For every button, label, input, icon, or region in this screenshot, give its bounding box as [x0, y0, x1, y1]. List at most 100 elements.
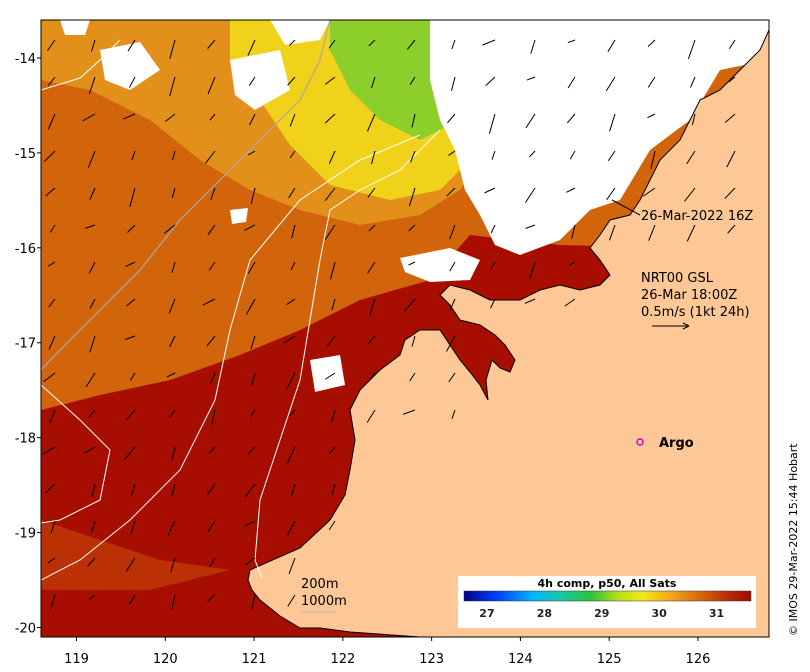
current-scale-arrow [652, 322, 690, 330]
colorbar-tick-label: 27 [479, 607, 494, 620]
current-vector [88, 594, 96, 600]
current-vector [251, 372, 256, 387]
current-vector [449, 261, 456, 272]
current-vector [410, 150, 416, 163]
current-vector [171, 446, 176, 460]
current-vector [369, 298, 376, 316]
current-vector [245, 298, 256, 315]
current-vector [331, 409, 336, 423]
current-vector [490, 224, 496, 234]
current-vector [124, 446, 136, 460]
timestamp-leader-line [611, 199, 641, 216]
current-vector [250, 409, 256, 418]
current-vector [82, 113, 96, 122]
current-vector [366, 409, 376, 423]
current-vector [170, 557, 176, 573]
current-vector [408, 224, 416, 232]
current-vector [288, 557, 296, 575]
current-vector [207, 594, 216, 602]
current-vector [525, 187, 536, 203]
current-vector [130, 520, 136, 535]
current-vector [207, 76, 216, 95]
current-vector [328, 39, 336, 49]
current-vector [208, 261, 216, 271]
colorbar-tick-label: 31 [709, 607, 724, 620]
current-vector [286, 298, 296, 305]
current-vector [129, 372, 136, 381]
current-vector [367, 335, 376, 345]
current-vector [488, 113, 496, 134]
colorbar-tick-label: 28 [537, 607, 552, 620]
contour-extra-line [41, 384, 111, 524]
current-vector [449, 298, 456, 311]
current-vector [171, 187, 176, 198]
lat-tick-label: -15 [15, 147, 36, 162]
current-vector [726, 150, 736, 168]
current-vector [724, 187, 736, 199]
current-vector [44, 150, 56, 162]
current-vector [329, 261, 336, 280]
current-vector [89, 298, 96, 309]
current-vector [650, 150, 656, 169]
current-vector [171, 150, 176, 161]
current-vector [403, 298, 416, 312]
lat-tick-label: -18 [15, 432, 36, 447]
current-vector [369, 372, 376, 380]
current-vector [207, 483, 216, 495]
current-vector [47, 113, 56, 130]
current-time-label: 26-Mar 18:00Z [641, 288, 737, 303]
current-vector [47, 76, 56, 86]
current-vector [490, 261, 496, 270]
lon-tick-label: 122 [330, 652, 355, 667]
current-vector [449, 224, 456, 240]
current-vector [89, 187, 96, 200]
current-vector [728, 76, 736, 83]
current-vector [328, 446, 336, 454]
current-vector [169, 335, 176, 347]
current-vector [288, 409, 296, 417]
current-vector [571, 224, 576, 239]
colorbar-tick-label: 30 [652, 607, 668, 620]
current-vector [48, 298, 56, 308]
current-vector [50, 594, 56, 609]
current-vector [643, 187, 656, 197]
current-source-label: NRT00 GSL [641, 271, 714, 286]
current-vector [171, 261, 176, 273]
bathymetry-contours [41, 20, 441, 581]
current-vector [609, 113, 616, 132]
current-vector [490, 298, 496, 309]
current-vector [687, 39, 696, 60]
current-vector [331, 298, 336, 311]
current-vector [451, 409, 456, 419]
current-vector [690, 76, 696, 88]
current-vector [290, 483, 296, 497]
land-mass [248, 30, 769, 637]
map-plot-area [41, 20, 769, 637]
current-vector [606, 187, 616, 201]
current-vector [525, 224, 536, 229]
current-vector [88, 409, 96, 418]
current-vector [169, 409, 176, 418]
cloud-mask [60, 20, 769, 392]
current-vector [207, 520, 216, 533]
current-vector [324, 113, 336, 124]
current-vector [367, 261, 376, 274]
coastline [247, 29, 769, 637]
current-vector [244, 483, 256, 498]
current-vector [91, 483, 96, 497]
current-vector [491, 150, 496, 160]
current-vector [127, 39, 136, 52]
lon-tick-label: 123 [419, 652, 444, 667]
current-vector [88, 261, 96, 274]
current-vector [167, 520, 176, 537]
current-vector [127, 224, 136, 233]
lat-tick-label: -20 [15, 622, 36, 637]
current-vector [724, 113, 736, 123]
current-vector [122, 113, 136, 120]
current-vector [445, 335, 456, 352]
current-vector [131, 150, 136, 161]
current-vector [244, 224, 256, 231]
current-vector [128, 594, 136, 605]
current-vector [448, 150, 456, 156]
current-vectors [42, 39, 736, 610]
